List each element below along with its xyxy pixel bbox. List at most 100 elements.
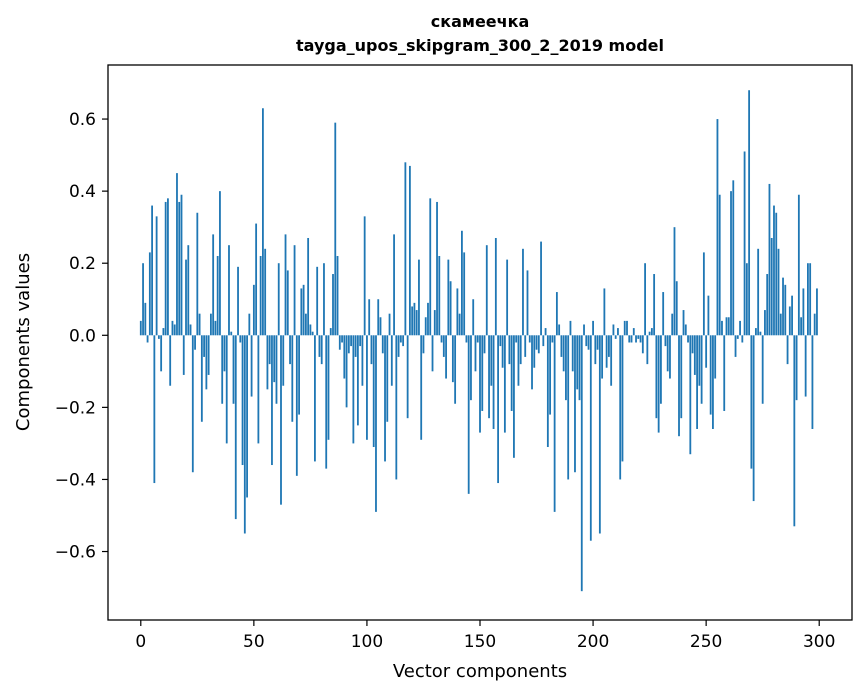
bar-91 — [345, 335, 348, 408]
bar-278 — [768, 183, 771, 336]
bar-200 — [592, 320, 594, 336]
bar-42 — [234, 335, 237, 520]
bar-92 — [347, 335, 350, 354]
x-axis-label: Vector components — [393, 661, 567, 682]
bar-167 — [517, 335, 520, 386]
bar-80 — [320, 335, 323, 365]
bar-183 — [553, 335, 556, 512]
bar-267 — [743, 151, 746, 336]
bar-227 — [653, 274, 656, 336]
bar-109 — [386, 335, 389, 422]
bar-147 — [472, 299, 475, 336]
bar-114 — [397, 335, 400, 357]
bar-160 — [501, 335, 504, 368]
bar-19 — [182, 335, 185, 375]
bar-40 — [230, 331, 233, 336]
bar-131 — [436, 201, 438, 336]
y-tick-label: −0.2 — [55, 398, 96, 418]
bar-119 — [408, 165, 411, 336]
bar-20 — [185, 259, 187, 336]
bar-86 — [334, 122, 337, 336]
bar-48 — [248, 313, 251, 336]
y-axis-ticks: −0.6 −0.4 −0.2 0.0 0.2 0.4 0.6 — [55, 110, 108, 563]
bar-210 — [614, 335, 617, 339]
bar-58 — [271, 335, 273, 466]
bar-279 — [770, 237, 773, 336]
bar-36 — [221, 335, 224, 404]
bar-14 — [171, 320, 174, 336]
bar-191 — [571, 335, 574, 372]
bar-78 — [316, 266, 319, 336]
bar-189 — [567, 335, 570, 480]
bar-263 — [734, 335, 737, 357]
bar-125 — [422, 335, 425, 354]
bar-85 — [332, 274, 334, 336]
bar-4 — [148, 252, 151, 336]
bar-158 — [497, 335, 499, 484]
bar-61 — [277, 263, 280, 336]
bar-97 — [359, 335, 362, 347]
y-tick-label: 0.2 — [69, 254, 96, 274]
bar-159 — [499, 335, 502, 347]
x-tick-label: 150 — [464, 632, 496, 652]
bar-294 — [804, 335, 807, 397]
bar-239 — [680, 335, 683, 419]
bar-285 — [784, 284, 787, 336]
bar-142 — [461, 230, 463, 336]
bar-88 — [338, 335, 341, 350]
bar-292 — [800, 317, 803, 336]
bar-175 — [535, 335, 538, 350]
bar-79 — [318, 335, 321, 357]
bar-50 — [252, 284, 255, 336]
bar-51 — [255, 223, 258, 336]
bar-201 — [594, 335, 597, 365]
bar-214 — [623, 320, 626, 336]
bar-209 — [612, 324, 615, 336]
bar-237 — [675, 281, 678, 336]
bar-73 — [304, 313, 307, 336]
bar-291 — [797, 194, 800, 336]
bar-127 — [427, 302, 429, 336]
bar-107 — [381, 335, 384, 354]
bar-94 — [352, 335, 355, 444]
bar-204 — [601, 335, 604, 379]
bar-95 — [354, 335, 357, 357]
bar-234 — [669, 335, 671, 379]
bar-148 — [474, 335, 477, 372]
bar-190 — [569, 320, 572, 336]
bar-41 — [232, 335, 235, 404]
bar-37 — [223, 335, 226, 372]
bar-283 — [779, 313, 782, 336]
bar-202 — [596, 335, 599, 350]
bar-232 — [664, 335, 667, 347]
bar-199 — [589, 335, 592, 541]
bar-129 — [431, 335, 434, 372]
bar-96 — [356, 335, 359, 426]
bar-178 — [542, 335, 545, 347]
bar-121 — [413, 302, 416, 336]
bar-268 — [745, 263, 748, 336]
bar-221 — [639, 335, 642, 343]
bar-295 — [807, 263, 809, 336]
bar-26 — [198, 313, 201, 336]
bar-228 — [655, 335, 658, 419]
y-tick-label: 0.6 — [69, 110, 96, 130]
bar-115 — [399, 335, 402, 343]
bar-117 — [404, 162, 407, 336]
bar-38 — [225, 335, 228, 444]
bar-153 — [485, 245, 488, 336]
bar-208 — [610, 335, 613, 386]
bar-281 — [775, 212, 778, 336]
bar-231 — [662, 292, 665, 336]
bar-52 — [257, 335, 260, 444]
bar-203 — [598, 335, 601, 534]
bar-177 — [540, 241, 542, 336]
bar-174 — [533, 335, 536, 368]
bar-207 — [608, 335, 610, 357]
bar-254 — [714, 335, 717, 379]
bar-193 — [576, 335, 579, 390]
bar-23 — [191, 335, 194, 473]
chart-subtitle: tayga_upos_skipgram_300_2_2019 model — [296, 36, 664, 55]
bar-236 — [673, 227, 676, 336]
bar-198 — [587, 335, 590, 350]
